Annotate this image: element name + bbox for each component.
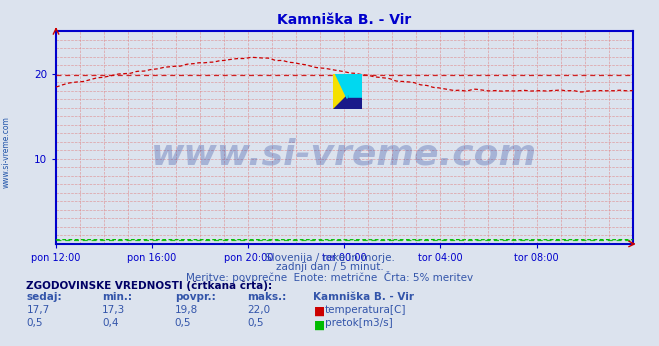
Text: Kamniška B. - Vir: Kamniška B. - Vir <box>313 292 414 302</box>
Text: 0,5: 0,5 <box>26 318 43 328</box>
Text: maks.:: maks.: <box>247 292 287 302</box>
Text: povpr.:: povpr.: <box>175 292 215 302</box>
Polygon shape <box>347 99 362 109</box>
Text: 22,0: 22,0 <box>247 305 270 315</box>
Text: 17,3: 17,3 <box>102 305 125 315</box>
Polygon shape <box>333 95 347 109</box>
Bar <box>347 74 362 99</box>
Polygon shape <box>335 74 347 99</box>
Text: Meritve: povprečne  Enote: metrične  Črta: 5% meritev: Meritve: povprečne Enote: metrične Črta:… <box>186 271 473 283</box>
Bar <box>333 74 347 109</box>
Text: Slovenija / reke in morje.: Slovenija / reke in morje. <box>264 253 395 263</box>
Text: 17,7: 17,7 <box>26 305 49 315</box>
Text: 19,8: 19,8 <box>175 305 198 315</box>
Text: 0,5: 0,5 <box>247 318 264 328</box>
Text: min.:: min.: <box>102 292 132 302</box>
Text: www.si-vreme.com: www.si-vreme.com <box>2 116 11 188</box>
Text: ■: ■ <box>314 305 326 318</box>
Text: ■: ■ <box>314 318 326 331</box>
Text: 0,5: 0,5 <box>175 318 191 328</box>
Text: ZGODOVINSKE VREDNOSTI (črtkana črta):: ZGODOVINSKE VREDNOSTI (črtkana črta): <box>26 280 272 291</box>
Title: Kamniška B. - Vir: Kamniška B. - Vir <box>277 13 411 27</box>
Text: www.si-vreme.com: www.si-vreme.com <box>152 138 537 172</box>
Text: zadnji dan / 5 minut.: zadnji dan / 5 minut. <box>275 262 384 272</box>
Text: pretok[m3/s]: pretok[m3/s] <box>325 318 393 328</box>
Text: 0,4: 0,4 <box>102 318 119 328</box>
Text: temperatura[C]: temperatura[C] <box>325 305 407 315</box>
Text: sedaj:: sedaj: <box>26 292 62 302</box>
